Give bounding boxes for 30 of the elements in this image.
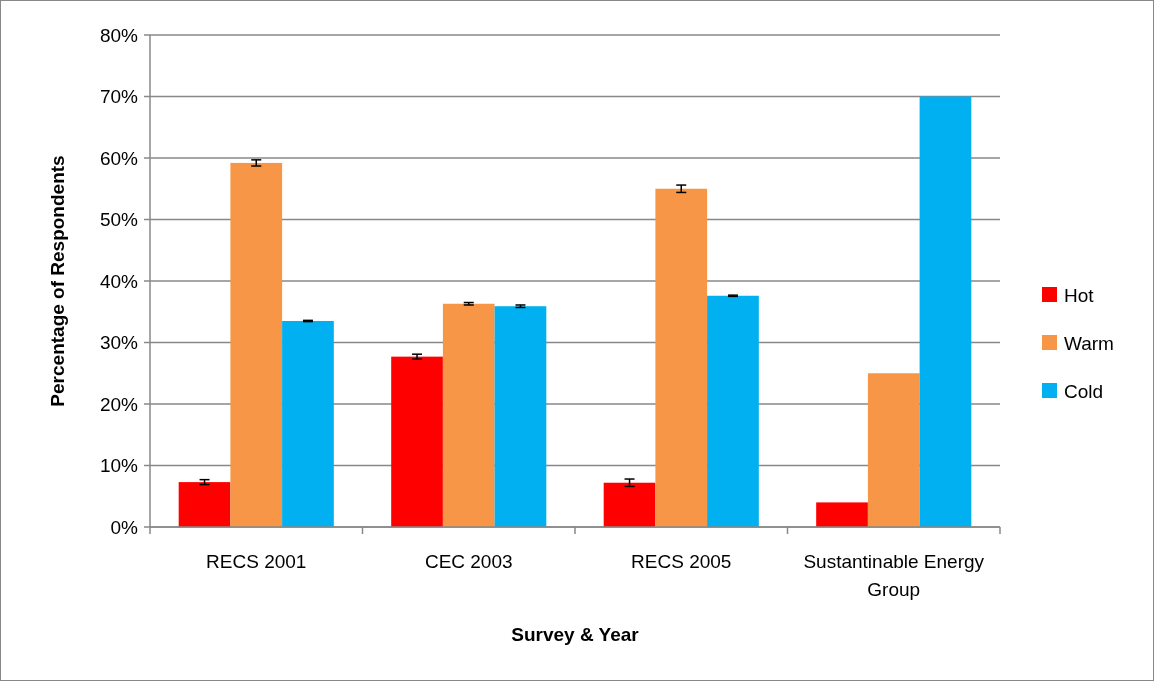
legend-label: Cold <box>1064 380 1104 402</box>
bar <box>282 320 334 527</box>
y-tick-label: 80% <box>99 24 139 46</box>
y-axis-title: Percentage of Respondents <box>47 155 68 407</box>
bar <box>816 502 868 527</box>
y-tick-label: 10% <box>99 455 139 477</box>
bar <box>603 482 656 527</box>
y-tick-label: 60% <box>99 147 139 169</box>
x-axis-title: Survey & Year <box>511 624 640 645</box>
bar <box>494 306 547 527</box>
bar <box>178 482 231 527</box>
bar <box>442 303 495 527</box>
bar <box>919 96 972 527</box>
y-tick-label: 70% <box>99 86 139 108</box>
bar <box>707 295 759 527</box>
bar <box>391 356 443 527</box>
x-tick-label: RECS 2001 <box>206 551 307 572</box>
bar <box>230 162 283 527</box>
y-tick-label: 30% <box>99 332 139 354</box>
x-tick-label: Sustantinable Energy Group <box>803 551 985 600</box>
bar <box>867 373 920 527</box>
legend-label: Warm <box>1064 332 1114 354</box>
y-tick-label: 50% <box>99 209 139 231</box>
x-tick-label: CEC 2003 <box>424 551 513 572</box>
x-tick-label: RECS 2005 <box>631 551 732 572</box>
legend-label: Hot <box>1064 284 1095 306</box>
bar <box>655 188 708 527</box>
y-tick-label: 20% <box>99 393 139 415</box>
y-tick-label: 0% <box>110 516 139 538</box>
y-tick-label: 40% <box>99 270 139 292</box>
